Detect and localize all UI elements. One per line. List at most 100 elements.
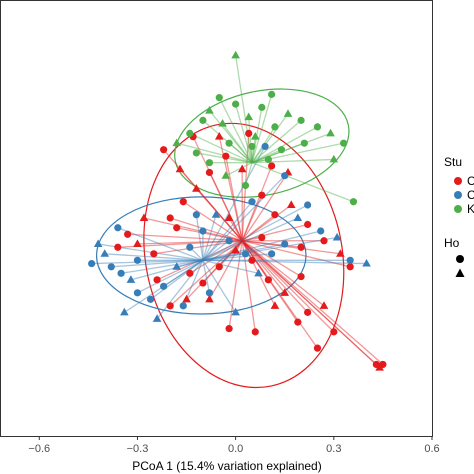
red-spider-line bbox=[179, 168, 243, 242]
red-circle-point bbox=[372, 360, 380, 369]
blue-spider-line bbox=[176, 259, 204, 268]
red-circle-point bbox=[186, 269, 194, 277]
red-circle-point bbox=[166, 302, 174, 310]
blue-spider-line bbox=[120, 259, 204, 274]
blue-spider-line bbox=[202, 236, 338, 261]
green-circle-point bbox=[349, 198, 358, 206]
red-circle-point bbox=[215, 263, 223, 271]
red-spider-line bbox=[169, 240, 243, 307]
green-spider-line bbox=[228, 142, 253, 164]
red-triangle-point bbox=[175, 164, 185, 173]
red-spider-line bbox=[225, 156, 243, 241]
blue-circle-point bbox=[199, 227, 207, 235]
blue-spider-line bbox=[202, 259, 259, 274]
red-spider-line bbox=[241, 240, 384, 365]
red-spider-line bbox=[137, 240, 243, 245]
x-tick-label: −0.3 bbox=[127, 443, 149, 455]
green-triangle-point bbox=[329, 154, 339, 163]
points-layer bbox=[88, 50, 387, 371]
green-spider-line bbox=[251, 136, 256, 163]
blue-spider-line bbox=[150, 259, 204, 300]
green-triangle-point bbox=[205, 106, 214, 114]
legend-color-title: Stu bbox=[444, 155, 462, 169]
red-circle-point bbox=[297, 272, 305, 281]
green-circle-point bbox=[264, 155, 272, 164]
blue-triangle-point bbox=[293, 213, 303, 221]
red-spider-line bbox=[143, 217, 243, 242]
blue-circle-point bbox=[241, 250, 250, 258]
red-triangle-point bbox=[270, 301, 280, 309]
blue-spider-line bbox=[195, 214, 204, 261]
green-triangle-point bbox=[221, 171, 231, 179]
red-spider-line bbox=[241, 240, 253, 261]
blue-spider-line bbox=[130, 259, 204, 281]
red-circle-point bbox=[304, 308, 312, 316]
red-triangle-point bbox=[192, 184, 201, 192]
red-spider-line bbox=[192, 136, 243, 242]
blue-triangle-point bbox=[254, 268, 263, 277]
red-circle-point bbox=[124, 230, 132, 238]
legend-color-label: C bbox=[467, 174, 474, 188]
legend-color-key bbox=[454, 191, 462, 199]
blue-spider-line bbox=[202, 260, 211, 293]
blue-circle-point bbox=[186, 243, 194, 251]
blue-circle-point bbox=[281, 172, 289, 180]
red-triangle-point bbox=[286, 200, 296, 208]
red-triangle-point bbox=[375, 363, 384, 371]
blue-spider-line bbox=[202, 214, 217, 261]
green-triangle-point bbox=[326, 128, 335, 137]
red-spider-line bbox=[169, 217, 243, 242]
blue-triangle-point bbox=[362, 258, 371, 267]
green-spider-line bbox=[244, 162, 253, 186]
blue-circle-point bbox=[225, 237, 233, 245]
blue-triangle-point bbox=[100, 249, 110, 257]
red-spider-line bbox=[241, 240, 325, 307]
red-circle-point bbox=[320, 237, 328, 245]
red-circle-point bbox=[251, 328, 259, 336]
red-spider-line bbox=[241, 240, 377, 365]
blue-circle-point bbox=[117, 269, 125, 277]
blue-triangle-point bbox=[211, 210, 221, 218]
green-ellipse bbox=[174, 88, 350, 198]
red-spider-line bbox=[208, 172, 243, 242]
red-spider-line bbox=[241, 240, 302, 278]
green-triangle-point bbox=[172, 138, 182, 147]
red-circle-point bbox=[205, 168, 214, 177]
blue-ellipse bbox=[95, 196, 307, 315]
red-triangle-point bbox=[336, 249, 345, 257]
green-circle-point bbox=[186, 129, 194, 138]
red-triangle-point bbox=[319, 301, 329, 309]
red-triangle-point bbox=[231, 245, 240, 254]
green-circle-point bbox=[215, 94, 223, 102]
legend-color-label: K bbox=[467, 202, 474, 216]
red-circle-point bbox=[271, 211, 279, 219]
legend-triangle-key bbox=[455, 268, 465, 277]
red-spider-line bbox=[242, 223, 308, 242]
red-triangle-point bbox=[182, 294, 191, 303]
green-spider-line bbox=[218, 97, 253, 163]
green-spider-line bbox=[251, 149, 282, 164]
green-spider-line bbox=[251, 142, 305, 164]
blue-spider-line bbox=[202, 217, 299, 261]
red-circle-point bbox=[313, 344, 322, 352]
red-ellipse bbox=[143, 122, 345, 389]
blue-spider-line bbox=[202, 259, 237, 313]
green-spider-line bbox=[235, 103, 253, 163]
red-circle-point bbox=[346, 263, 354, 271]
green-circle-point bbox=[268, 90, 276, 98]
green-circle-point bbox=[199, 116, 207, 124]
red-spider-line bbox=[241, 240, 309, 313]
legend: Stu CCK Ho bbox=[444, 155, 474, 277]
red-circle-point bbox=[150, 250, 158, 258]
green-circle-point bbox=[300, 139, 308, 147]
blue-spider-line bbox=[91, 259, 203, 265]
blue-circle-point bbox=[205, 289, 214, 297]
green-spider-line bbox=[222, 123, 253, 164]
blue-circle-point bbox=[248, 198, 256, 206]
blue-circle-point bbox=[160, 282, 168, 290]
red-triangle-point bbox=[214, 132, 224, 140]
red-circle-point bbox=[297, 243, 305, 251]
green-spider-line bbox=[225, 162, 253, 177]
blue-circle-point bbox=[317, 227, 325, 235]
